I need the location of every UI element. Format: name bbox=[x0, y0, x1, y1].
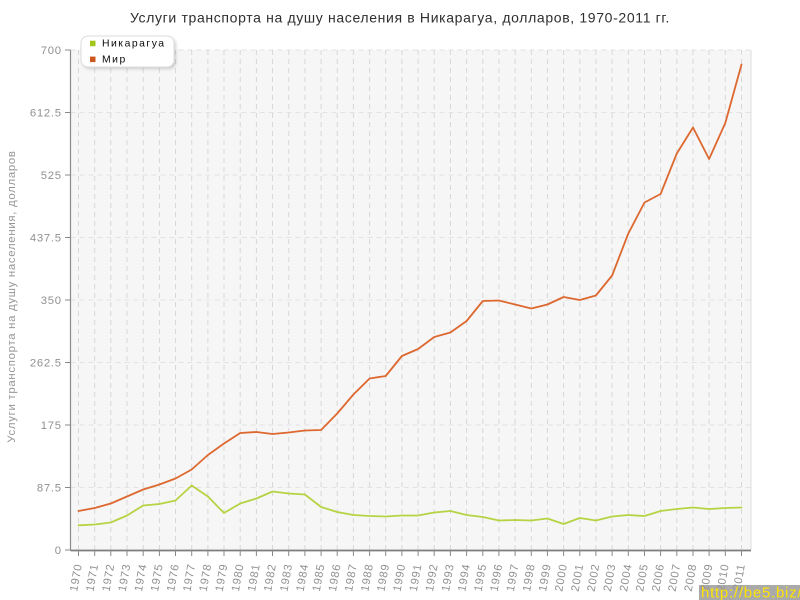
svg-text:350: 350 bbox=[41, 295, 62, 307]
svg-text:2011: 2011 bbox=[731, 563, 748, 592]
svg-text:0: 0 bbox=[55, 545, 62, 557]
svg-text:1978: 1978 bbox=[198, 563, 215, 593]
svg-text:1992: 1992 bbox=[424, 563, 441, 593]
svg-text:1989: 1989 bbox=[375, 563, 392, 593]
svg-text:Мир: Мир bbox=[102, 54, 127, 65]
svg-text:612.5: 612.5 bbox=[30, 107, 62, 119]
svg-text:1979: 1979 bbox=[214, 563, 231, 593]
svg-text:2007: 2007 bbox=[667, 563, 684, 593]
svg-text:1972: 1972 bbox=[101, 563, 118, 593]
svg-text:2005: 2005 bbox=[634, 563, 651, 593]
svg-text:700: 700 bbox=[41, 45, 62, 57]
svg-text:2010: 2010 bbox=[715, 563, 732, 593]
svg-text:2008: 2008 bbox=[683, 563, 700, 593]
svg-text:1998: 1998 bbox=[521, 563, 538, 593]
svg-text:1994: 1994 bbox=[456, 563, 473, 593]
svg-text:1975: 1975 bbox=[149, 563, 166, 593]
svg-text:Никарагуа: Никарагуа bbox=[102, 38, 166, 49]
svg-text:1990: 1990 bbox=[392, 563, 409, 593]
svg-text:1986: 1986 bbox=[327, 563, 344, 593]
svg-text:1977: 1977 bbox=[181, 563, 198, 593]
svg-text:87.5: 87.5 bbox=[37, 482, 62, 494]
svg-text:1991: 1991 bbox=[408, 563, 425, 593]
svg-text:Услуги транспорта на душу насе: Услуги транспорта на душу населения, дол… bbox=[6, 150, 18, 442]
svg-text:Услуги транспорта на душу насе: Услуги транспорта на душу населения в Ни… bbox=[130, 10, 670, 26]
svg-text:262.5: 262.5 bbox=[30, 357, 62, 369]
svg-text:437.5: 437.5 bbox=[30, 232, 62, 244]
svg-text:1988: 1988 bbox=[359, 563, 376, 593]
svg-text:175: 175 bbox=[41, 420, 62, 432]
svg-text:1984: 1984 bbox=[295, 563, 312, 593]
svg-text:1983: 1983 bbox=[278, 563, 295, 593]
svg-text:1974: 1974 bbox=[133, 563, 150, 593]
svg-text:2001: 2001 bbox=[570, 563, 587, 593]
svg-text:1980: 1980 bbox=[230, 563, 247, 593]
svg-text:2002: 2002 bbox=[586, 563, 603, 593]
svg-text:http://be5.biz/: http://be5.biz/ bbox=[701, 585, 800, 600]
svg-text:1970: 1970 bbox=[68, 563, 85, 593]
svg-text:1999: 1999 bbox=[537, 563, 554, 593]
svg-text:1997: 1997 bbox=[505, 563, 522, 593]
svg-text:1993: 1993 bbox=[440, 563, 457, 593]
svg-text:1995: 1995 bbox=[473, 563, 490, 593]
svg-text:1976: 1976 bbox=[165, 563, 182, 593]
svg-text:2006: 2006 bbox=[650, 563, 667, 593]
svg-text:1985: 1985 bbox=[311, 563, 328, 593]
svg-text:1981: 1981 bbox=[246, 563, 263, 593]
svg-text:2000: 2000 bbox=[553, 563, 570, 593]
svg-text:2004: 2004 bbox=[618, 563, 635, 593]
svg-text:1971: 1971 bbox=[84, 563, 101, 593]
svg-text:1987: 1987 bbox=[343, 563, 360, 593]
svg-text:525: 525 bbox=[41, 170, 62, 182]
svg-text:1973: 1973 bbox=[117, 563, 134, 593]
svg-text:1996: 1996 bbox=[489, 563, 506, 593]
svg-text:2003: 2003 bbox=[602, 563, 619, 593]
svg-text:2009: 2009 bbox=[699, 563, 716, 593]
svg-text:1982: 1982 bbox=[262, 563, 279, 593]
